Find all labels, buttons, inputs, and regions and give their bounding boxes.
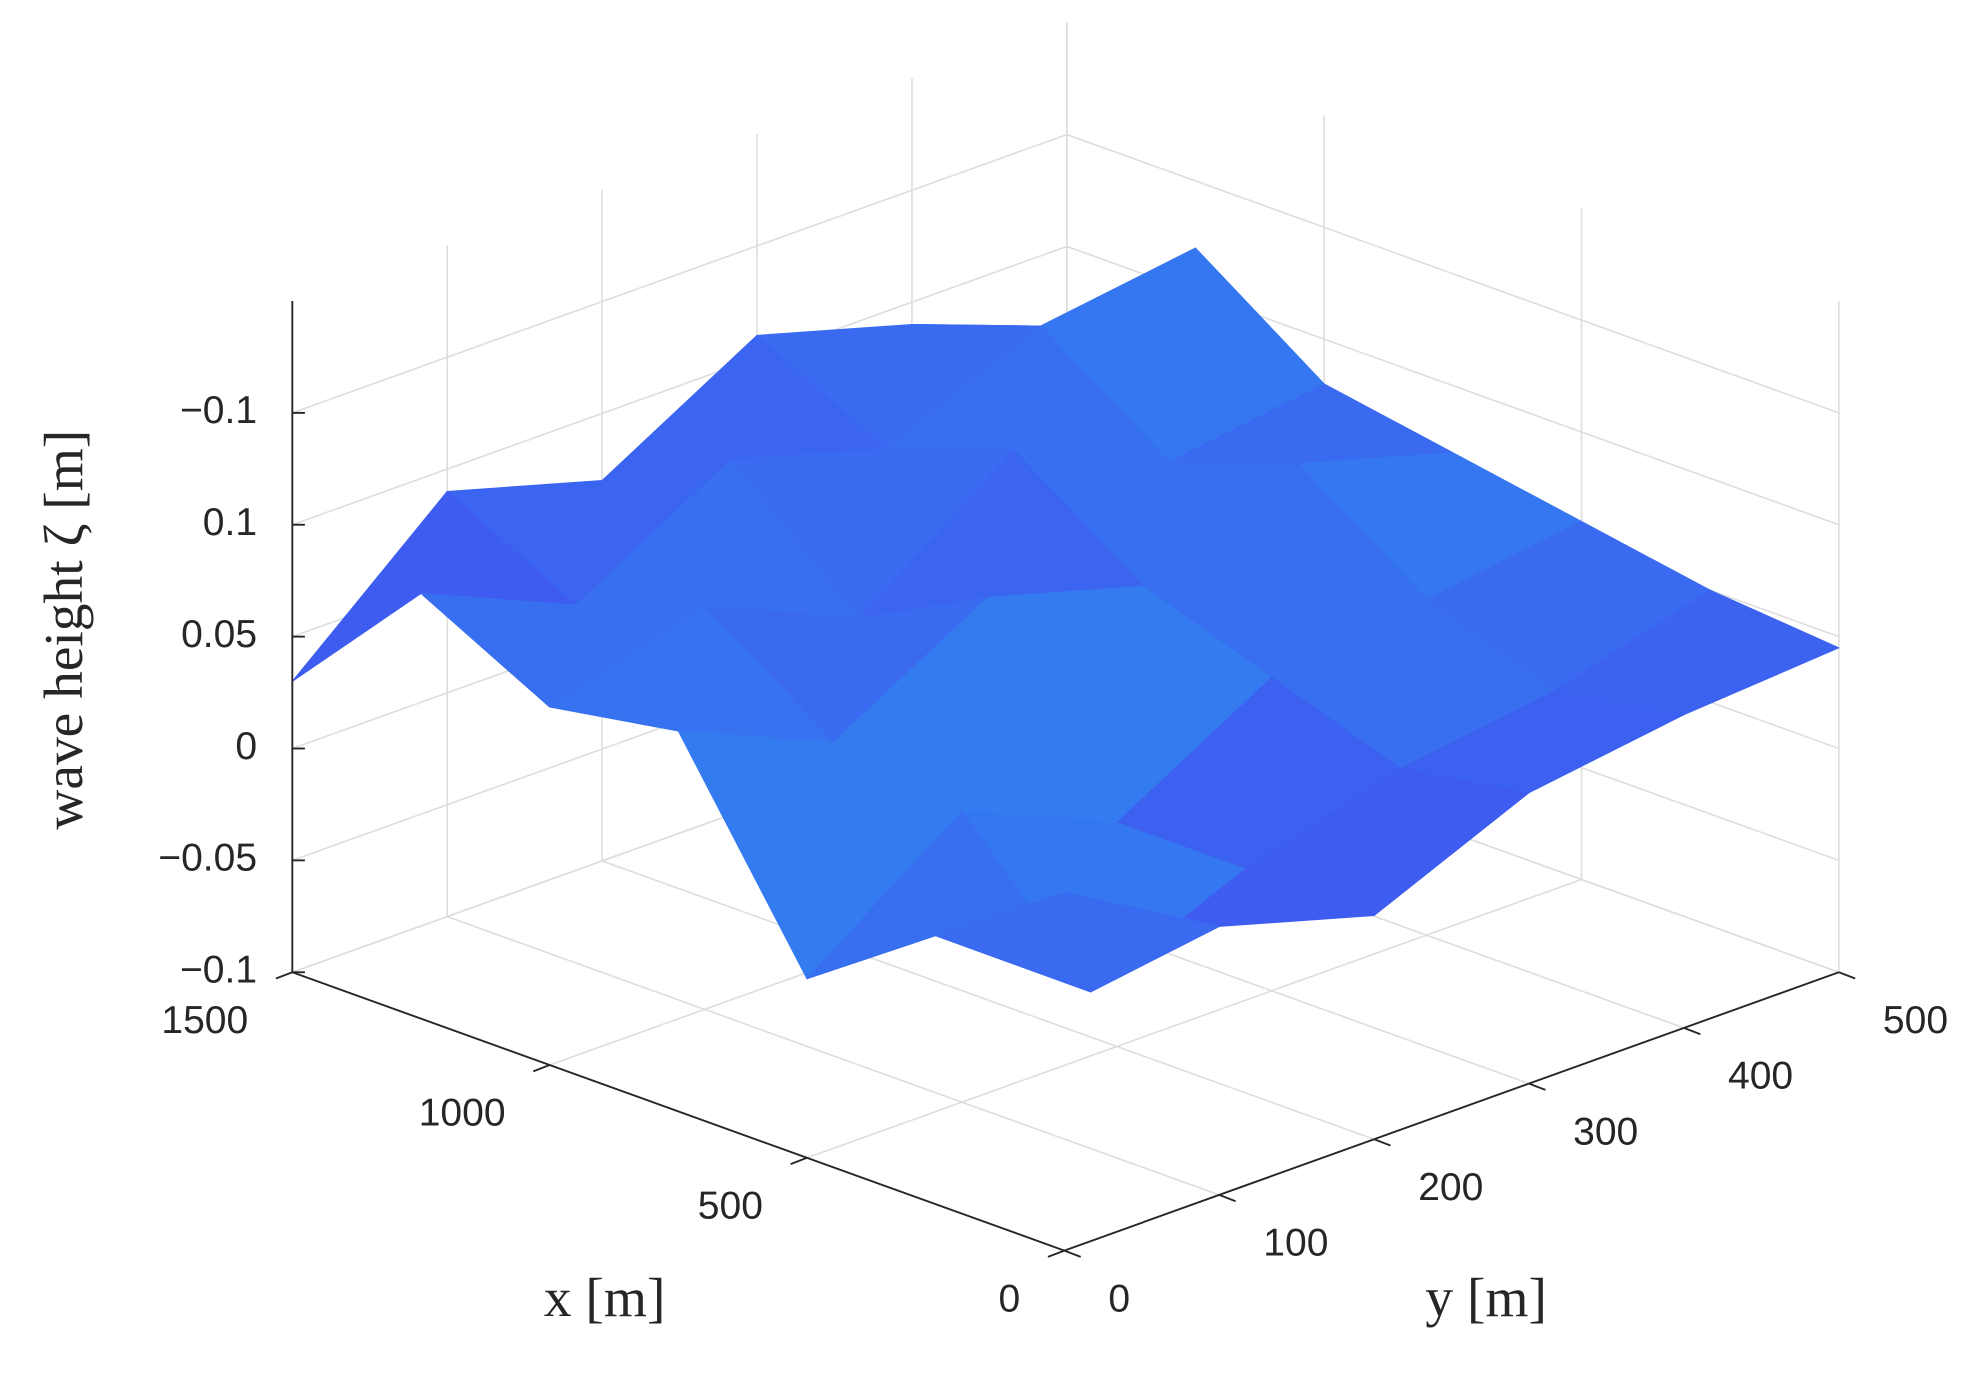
y-tick-label: 300 [1573, 1110, 1638, 1153]
y-tick-label: 400 [1728, 1055, 1793, 1098]
y-tick-label: 200 [1418, 1166, 1483, 1209]
z-tick-label: 0.05 [181, 613, 257, 656]
z-axis-label: wave height ζ [m] [33, 430, 94, 830]
tick-mark [790, 1156, 808, 1165]
y-tick-label: 100 [1263, 1222, 1328, 1265]
grid-line [292, 245, 1068, 526]
z-tick-label: −0.1 [180, 389, 257, 432]
z-tick-label: 0 [235, 725, 257, 768]
x-tick-label: 0 [999, 1277, 1021, 1320]
x-axis-label: x [m] [544, 1267, 666, 1328]
tick-mark [1838, 971, 1856, 980]
y-tick-label: 500 [1883, 999, 1948, 1042]
tick-mark [1218, 1194, 1236, 1203]
surface-patch [935, 892, 1220, 993]
grid-line [601, 860, 1375, 1141]
tick-mark [1047, 1249, 1065, 1258]
axis-line [1064, 971, 1840, 1252]
y-tick-label: 0 [1108, 1277, 1130, 1320]
x-tick-label: 1500 [161, 999, 248, 1042]
surface [291, 247, 1840, 993]
grid-line [292, 133, 1068, 414]
grid-line [806, 878, 1582, 1159]
tick-mark [1528, 1082, 1546, 1091]
y-axis-label: y [m] [1425, 1267, 1547, 1328]
tick-mark [1683, 1027, 1701, 1036]
x-tick-label: 500 [698, 1184, 763, 1227]
x-tick-label: 1000 [419, 1092, 506, 1135]
z-tick-label: −0.1 [180, 949, 257, 992]
z-tick-label: 0.1 [203, 501, 257, 544]
grid-line [446, 915, 1220, 1196]
grid-line [1066, 133, 1840, 414]
axis-line [291, 971, 1065, 1252]
z-tick-label: −0.05 [158, 837, 257, 880]
axes: 0 500 1000 1500 0 100 200 300 400 500 −0.1 −0.05 0 0.… [158, 300, 1948, 1320]
tick-mark [1373, 1138, 1391, 1147]
tick-mark [1063, 1249, 1082, 1258]
tick-mark [275, 971, 293, 980]
tick-mark [532, 1064, 550, 1073]
